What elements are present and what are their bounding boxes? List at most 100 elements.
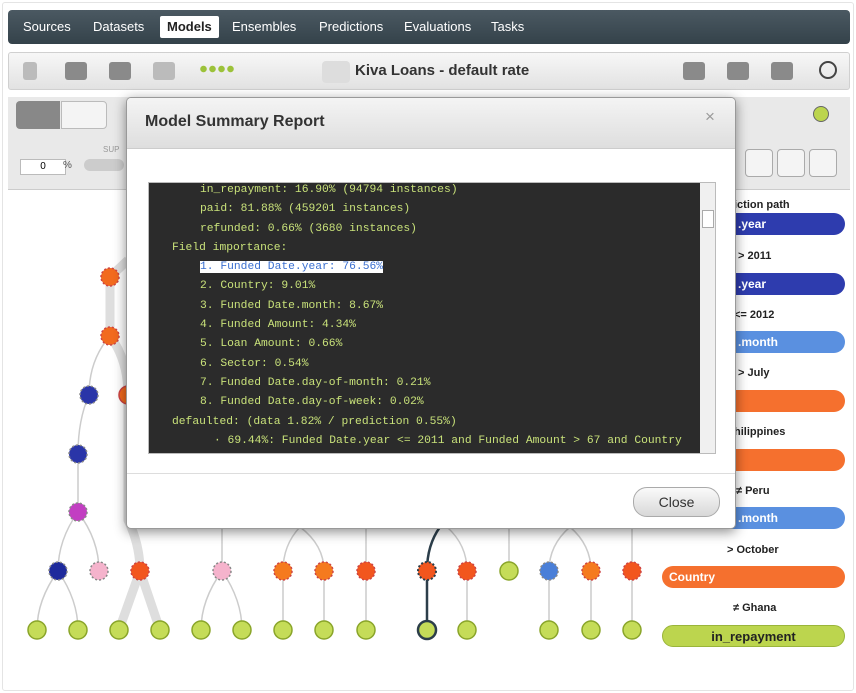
- unit-label: %: [63, 160, 72, 171]
- chart-icon[interactable]: [109, 62, 131, 80]
- support-label: SUP: [103, 145, 120, 154]
- node[interactable]: [499, 561, 519, 581]
- leaf[interactable]: [314, 620, 334, 640]
- node[interactable]: [212, 561, 232, 581]
- report-line: in_repayment: 16.90% (94794 instances): [200, 184, 458, 196]
- modal-title: Model Summary Report: [145, 113, 325, 130]
- node[interactable]: [581, 561, 601, 581]
- path-condition: hilippines: [734, 426, 786, 438]
- leaf[interactable]: [109, 620, 129, 640]
- leaf[interactable]: [581, 620, 601, 640]
- lock-icon[interactable]: [23, 62, 37, 80]
- report-line: 8. Funded Date.day-of-week: 0.02%: [200, 396, 424, 409]
- report-line: Field importance:: [172, 241, 288, 254]
- report-line: 7. Funded Date.day-of-month: 0.21%: [200, 376, 431, 389]
- report-text: in_repayment: 16.90% (94794 instances) p…: [149, 183, 682, 451]
- report-line: defaulted: (data 1.82% / prediction 0.55…: [172, 415, 457, 428]
- scrollbar[interactable]: [700, 183, 715, 453]
- node[interactable]: [273, 561, 293, 581]
- node[interactable]: [539, 561, 559, 581]
- node[interactable]: [314, 561, 334, 581]
- model-title: Kiva Loans - default rate: [355, 62, 530, 79]
- toolbar: Kiva Loans - default rate: [8, 52, 850, 90]
- action-icon[interactable]: [771, 62, 793, 80]
- report-line: 3. Funded Date.month: 8.67%: [200, 299, 384, 312]
- path-field: Country: [662, 566, 845, 588]
- leaf[interactable]: [27, 620, 47, 640]
- nav-tab[interactable]: Predictions: [319, 19, 384, 34]
- report-line: 4. Funded Amount: 4.34%: [200, 319, 356, 332]
- filter-icon[interactable]: [153, 62, 175, 80]
- threshold-input[interactable]: 0: [20, 159, 66, 175]
- node[interactable]: [130, 561, 150, 581]
- refresh-button[interactable]: [809, 149, 837, 177]
- path-condition: > 2011: [738, 250, 772, 262]
- leaf[interactable]: [150, 620, 170, 640]
- modal-header: Model Summary Report ×: [127, 98, 735, 149]
- nav-tab[interactable]: Evaluations: [404, 19, 472, 34]
- node[interactable]: [457, 561, 477, 581]
- scroll-thumb[interactable]: [702, 210, 714, 228]
- info-icon[interactable]: [819, 61, 837, 79]
- node[interactable]: [68, 444, 88, 464]
- leaf[interactable]: [356, 620, 376, 640]
- path-condition: ≠ Ghana: [733, 602, 777, 614]
- path-condition: ≠ Peru: [736, 485, 770, 497]
- close-icon[interactable]: ×: [705, 107, 715, 126]
- leaf[interactable]: [622, 620, 642, 640]
- tree-icon: [322, 61, 350, 83]
- report-line: · 69.44%: Funded Date.year <= 2011 and F…: [214, 434, 682, 447]
- nav-bar: Sources Datasets Models Ensembles Predic…: [8, 10, 850, 44]
- leaf[interactable]: [68, 620, 88, 640]
- leaf[interactable]: [416, 619, 438, 641]
- selected-text: 1. Funded Date.year: 76.56%: [200, 261, 384, 274]
- nav-tab[interactable]: Ensembles: [232, 19, 297, 34]
- report-line: 1. Funded Date.year: 76.56%: [149, 258, 682, 277]
- slider[interactable]: [84, 159, 124, 171]
- nav-tab[interactable]: Models: [160, 16, 219, 38]
- report-line: refunded: 0.66% (3680 instances): [200, 222, 417, 235]
- leaf[interactable]: [232, 620, 252, 640]
- node[interactable]: [100, 326, 120, 346]
- sunburst-view-button[interactable]: [61, 101, 107, 129]
- report-console: in_repayment: 16.90% (94794 instances) p…: [148, 182, 716, 454]
- report-icon[interactable]: [683, 62, 705, 80]
- node[interactable]: [356, 561, 376, 581]
- node[interactable]: [79, 385, 99, 405]
- path-condition: > October: [727, 544, 779, 556]
- prediction-path: iction path: [660, 197, 850, 687]
- path-header: iction path: [734, 199, 790, 211]
- node[interactable]: [622, 561, 642, 581]
- nav-tab[interactable]: Tasks: [491, 19, 525, 34]
- nav-tab[interactable]: Sources: [23, 19, 71, 34]
- leaf[interactable]: [539, 620, 559, 640]
- node[interactable]: [417, 561, 437, 581]
- leaf[interactable]: [273, 620, 293, 640]
- tree-view-button[interactable]: [16, 101, 60, 129]
- node[interactable]: [68, 502, 88, 522]
- leaf[interactable]: [457, 620, 477, 640]
- node[interactable]: [89, 561, 109, 581]
- report-line: paid: 81.88% (459201 instances): [200, 203, 411, 216]
- grid-button[interactable]: [745, 149, 773, 177]
- node[interactable]: [100, 267, 120, 287]
- collapse-icon[interactable]: [813, 106, 829, 122]
- dataset-icon[interactable]: [65, 62, 87, 80]
- report-line: 6. Sector: 0.54%: [200, 357, 309, 370]
- status-dots: [199, 65, 235, 73]
- grid-button[interactable]: [777, 149, 805, 177]
- nav-tab[interactable]: Datasets: [93, 19, 145, 34]
- close-button[interactable]: Close: [633, 487, 720, 517]
- edge: [36, 335, 633, 631]
- modal: Model Summary Report × in_repayment: 16.…: [126, 97, 736, 529]
- divider: [127, 473, 735, 474]
- path-condition: > July: [738, 367, 770, 379]
- download-icon[interactable]: [727, 62, 749, 80]
- node[interactable]: [48, 561, 68, 581]
- leaf[interactable]: [191, 620, 211, 640]
- report-line: 2. Country: 9.01%: [200, 280, 316, 293]
- path-condition: <= 2012: [734, 309, 775, 321]
